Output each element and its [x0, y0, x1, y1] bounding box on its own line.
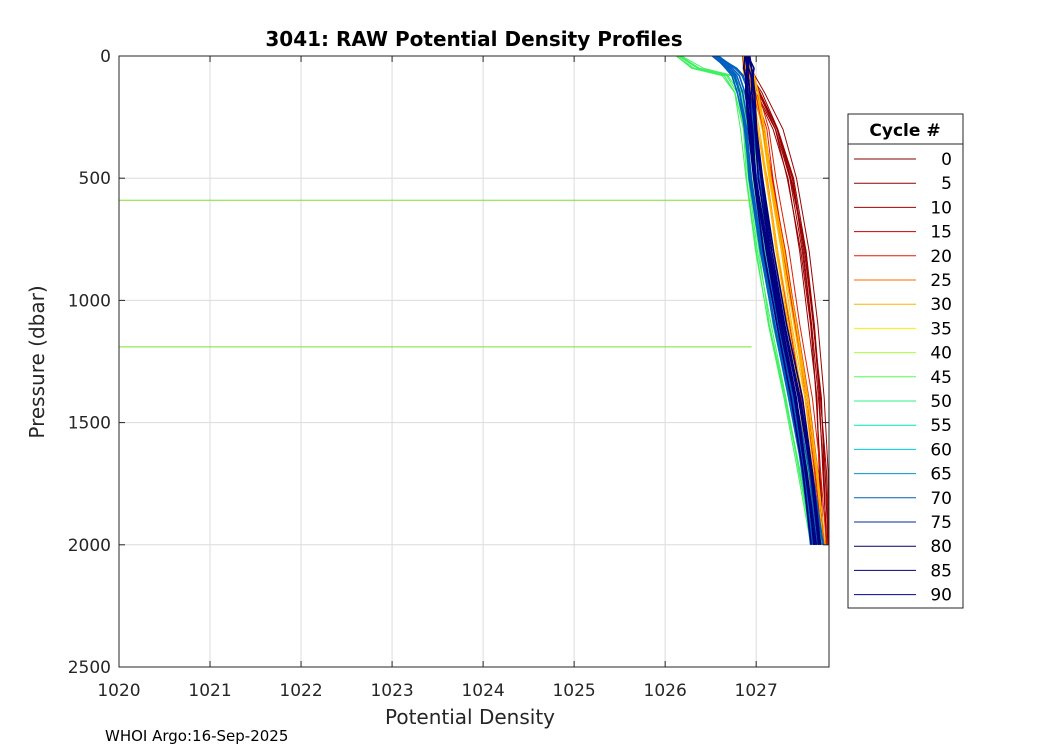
x-axis-title: Potential Density: [385, 705, 555, 729]
legend-items: 0 5 10 15 20 25 30 35 40 45 50 55 60 65 70 75 80 85 90: [854, 150, 952, 606]
legend-label-50: 50: [930, 392, 952, 412]
legend-title: Cycle #: [869, 121, 940, 141]
footer-text: WHOI Argo:16-Sep-2025: [105, 727, 288, 745]
legend-label-0: 0: [941, 150, 952, 170]
x-tick-label: 1023: [370, 681, 413, 701]
profile-line: [747, 55, 820, 545]
x-tick-label: 1027: [735, 681, 778, 701]
y-axis-title: Pressure (dbar): [25, 285, 49, 438]
profile-line: [742, 55, 812, 545]
y-tick-label: 2500: [68, 658, 111, 678]
y-tick-label: 2000: [68, 536, 111, 556]
x-tick-label: 1026: [644, 681, 687, 701]
axis-ticks: 1020 1021 1022 1023 1024 1025 1026 1027 0 500 1000…: [68, 47, 829, 701]
x-tick-label: 1022: [279, 681, 322, 701]
y-tick-label: 1500: [68, 414, 111, 434]
legend-label-85: 85: [930, 561, 952, 581]
legend-label-20: 20: [930, 247, 952, 267]
legend-label-30: 30: [930, 295, 952, 315]
profile-line: [713, 55, 816, 545]
legend-label-70: 70: [930, 489, 952, 509]
x-tick-label: 1021: [188, 681, 231, 701]
plot-area: [119, 56, 829, 667]
x-tick-label: 1025: [552, 681, 595, 701]
legend-label-90: 90: [930, 586, 952, 606]
legend-label-60: 60: [930, 440, 952, 460]
legend-label-55: 55: [930, 416, 952, 436]
legend-label-40: 40: [930, 344, 952, 364]
annotation-lines: [119, 199, 752, 348]
legend-label-80: 80: [930, 537, 952, 557]
legend-label-25: 25: [930, 271, 952, 291]
profile-line: [747, 55, 822, 545]
profile-line: [745, 55, 815, 545]
legend-label-45: 45: [930, 368, 952, 388]
legend-label-35: 35: [930, 319, 952, 339]
legend-label-10: 10: [930, 198, 952, 218]
profile-line: [713, 55, 812, 545]
legend-label-15: 15: [930, 223, 952, 243]
profile-line: [676, 55, 814, 545]
legend-box: [847, 113, 964, 609]
x-tick-label: 1024: [461, 681, 504, 701]
legend-label-65: 65: [930, 465, 952, 485]
y-tick-label: 0: [100, 47, 111, 67]
legend-label-5: 5: [941, 174, 952, 194]
legend: Cycle # 0 5 10 15 20 25 30 35 40 45 50 55 60 65 70 75 80…: [847, 113, 964, 609]
x-tick-label: 1020: [97, 681, 140, 701]
chart-title: 3041: RAW Potential Density Profiles: [265, 27, 682, 51]
plot-frame: [118, 55, 830, 668]
y-tick-label: 1000: [68, 291, 111, 311]
y-tick-label: 500: [79, 169, 111, 189]
legend-label-75: 75: [930, 513, 952, 533]
